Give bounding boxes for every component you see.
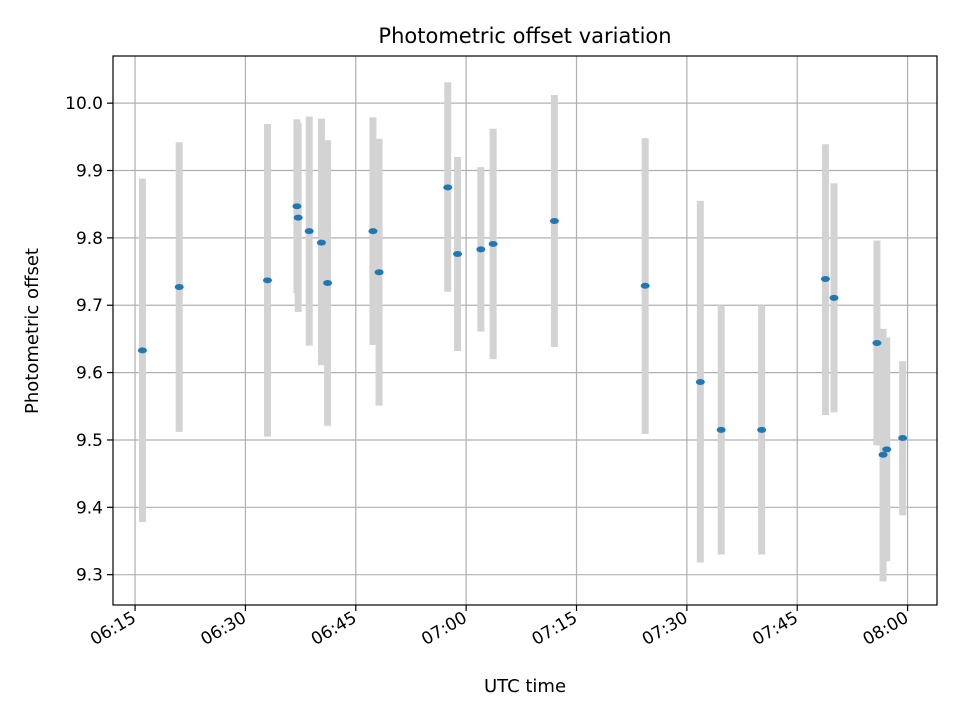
y-tick-label: 9.4 — [76, 498, 103, 518]
data-point — [882, 446, 892, 453]
data-point — [453, 251, 463, 258]
data-point — [304, 228, 314, 235]
plot-frame — [112, 55, 938, 606]
data-points — [137, 184, 908, 458]
y-tick-label: 9.5 — [76, 431, 103, 451]
y-tick-label: 9.9 — [76, 162, 103, 182]
y-tick-label: 9.3 — [76, 566, 103, 586]
y-tick-label: 10.0 — [65, 94, 103, 114]
data-point — [716, 426, 726, 433]
data-point — [872, 339, 882, 346]
y-tick-label: 9.6 — [76, 364, 103, 384]
data-point — [549, 218, 559, 225]
data-point — [695, 379, 705, 386]
y-axis-ticks: 9.3 9.4 9.5 9.6 9.7 9.8 9.9 10.0 — [65, 94, 113, 586]
data-point — [368, 228, 378, 235]
y-axis-label: Photometric offset — [22, 248, 43, 414]
data-point — [316, 239, 326, 246]
data-point — [443, 184, 453, 191]
x-axis-label: UTC time — [484, 676, 566, 697]
data-point — [829, 294, 839, 301]
data-point — [137, 347, 147, 354]
data-point — [878, 451, 888, 458]
plot-area — [113, 56, 937, 605]
data-point — [757, 426, 767, 433]
y-tick-label: 9.7 — [76, 296, 103, 316]
data-point — [323, 280, 333, 287]
data-point — [293, 214, 303, 221]
y-tick-label: 9.8 — [76, 229, 103, 249]
data-point — [292, 203, 302, 210]
data-point — [488, 240, 498, 247]
grid — [113, 56, 937, 605]
data-point — [640, 282, 650, 289]
chart-title: Photometric offset variation — [378, 24, 671, 48]
data-point — [820, 275, 830, 282]
data-point — [263, 277, 272, 284]
data-point — [374, 269, 384, 276]
data-point — [898, 434, 908, 441]
data-point — [174, 284, 184, 291]
data-point — [476, 246, 486, 253]
